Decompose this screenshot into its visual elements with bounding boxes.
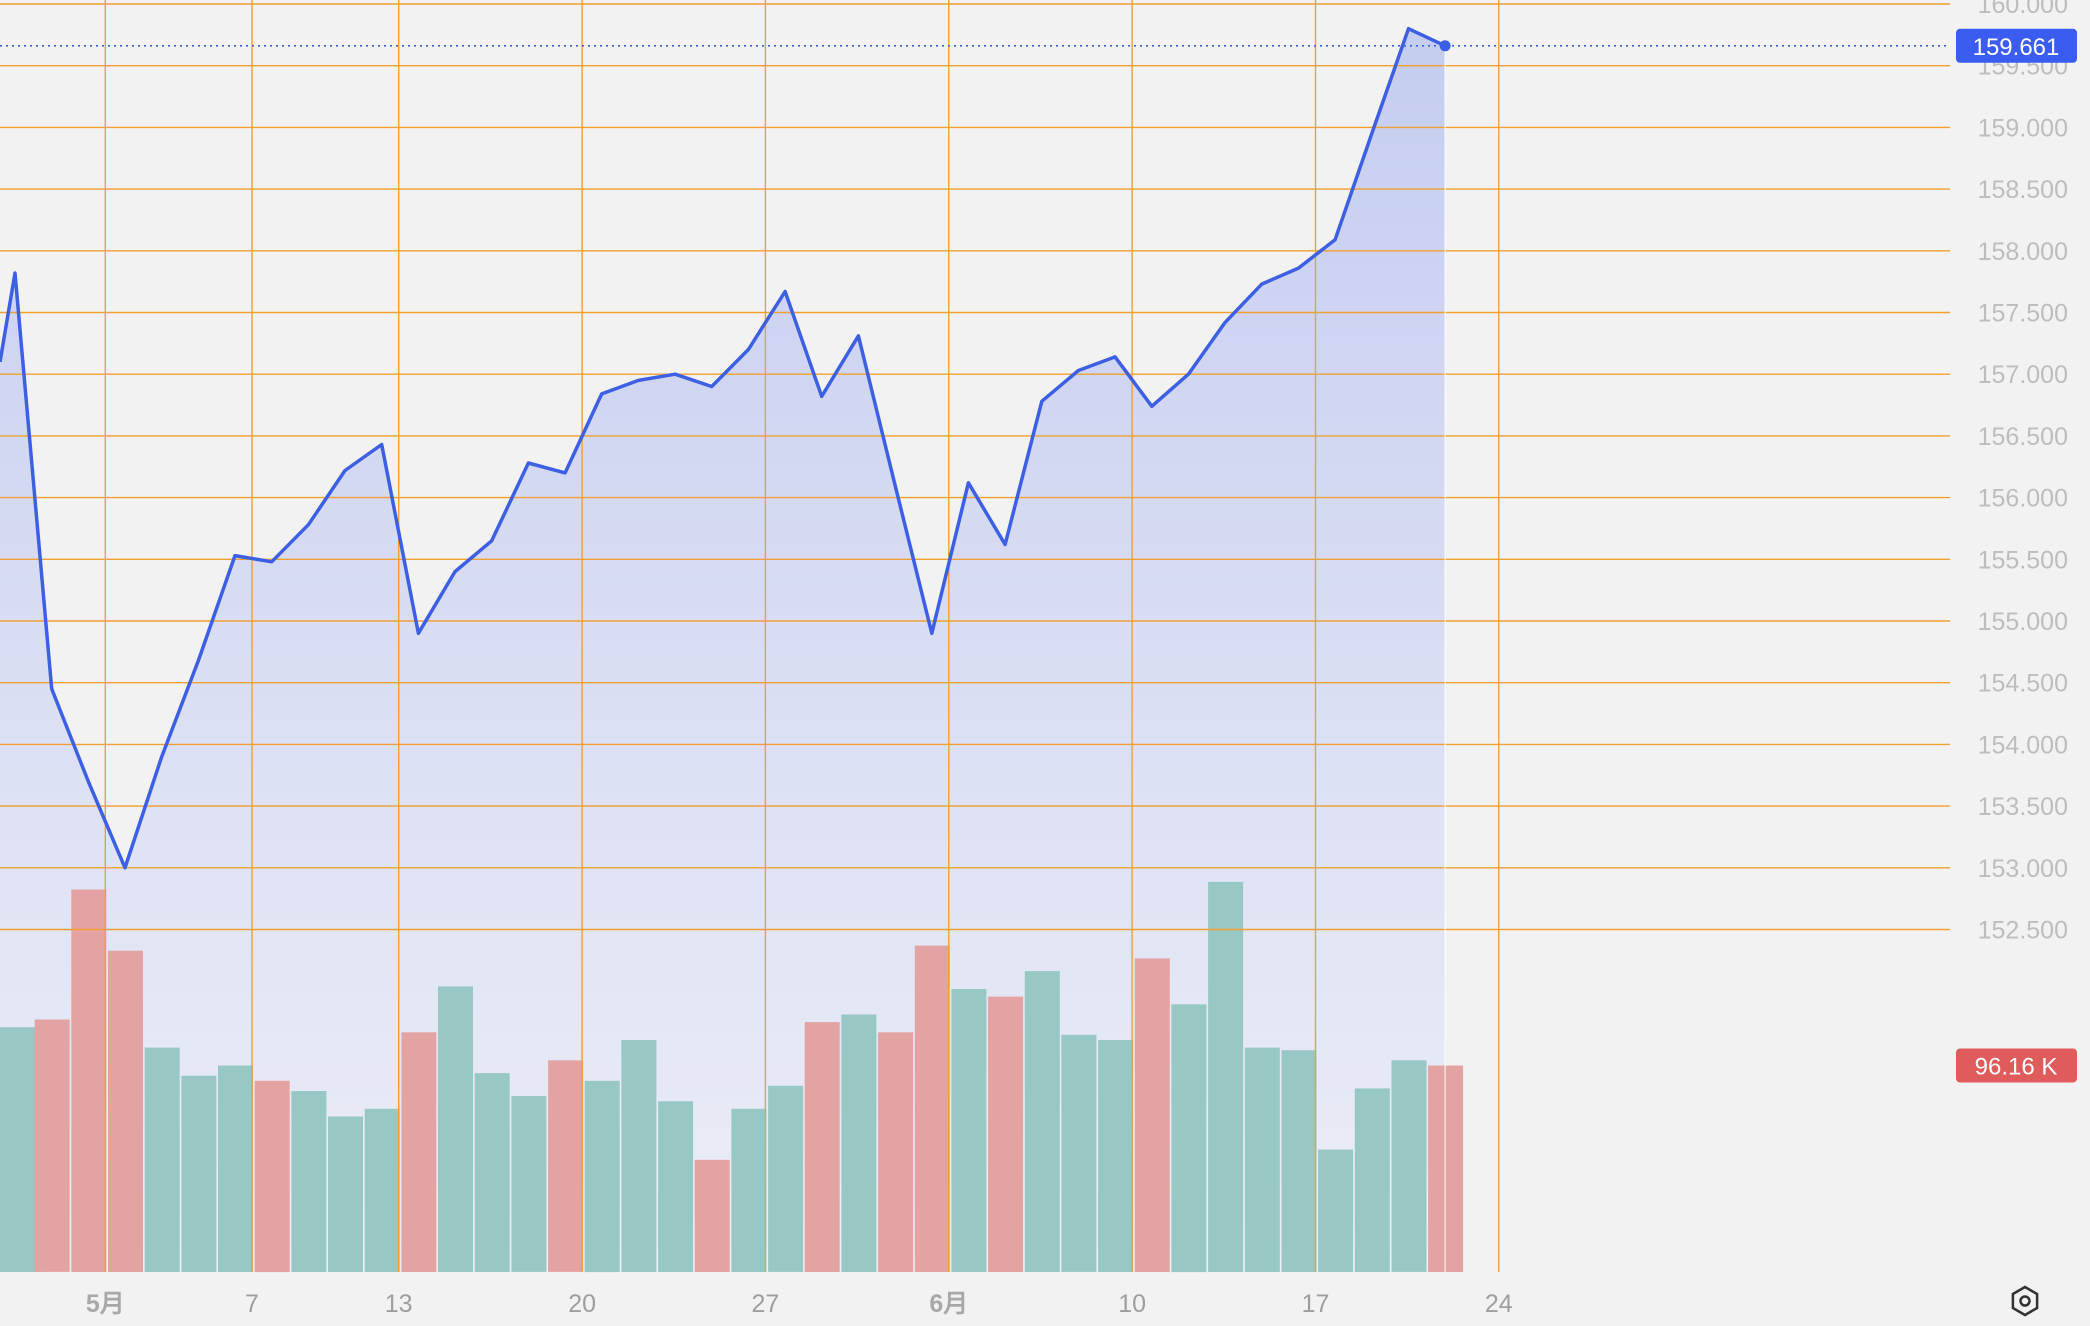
volume-bar: [1281, 1050, 1317, 1272]
volume-bar: [914, 945, 950, 1272]
y-tick-label: 155.500: [1978, 546, 2068, 574]
volume-bar: [438, 986, 473, 1272]
x-tick-label: 6月: [929, 1290, 968, 1318]
y-tick-label: 154.500: [1978, 670, 2068, 698]
area-layer: [0, 28, 1446, 1273]
y-tick-label: 158.500: [1978, 176, 2068, 204]
line-layer: [0, 26, 1950, 1272]
y-axis: 152.500 153.000 153.500 154.000 154.500 155.0…: [1978, 0, 2068, 945]
volume-bar: [218, 1065, 253, 1272]
volume-bar: [1354, 1088, 1390, 1272]
last-volume-label: 96.16 K: [1975, 1054, 2058, 1081]
x-tick-label: 5月: [86, 1290, 125, 1318]
y-tick-label: 156.000: [1978, 485, 2068, 513]
last-price-badge: 159.661: [1956, 28, 2077, 63]
x-axis: 5月 7 13 20 27 6月 10 17 24: [86, 1290, 1513, 1318]
volume-bar: [988, 996, 1024, 1272]
volume-bar: [768, 1085, 804, 1272]
volume-bar: [401, 1032, 437, 1272]
volume-bar: [1318, 1149, 1354, 1272]
y-tick-label: 157.000: [1978, 361, 2068, 389]
volume-bar: [34, 1019, 70, 1272]
chart-settings-icon[interactable]: [2011, 1285, 2039, 1317]
volume-bar: [1134, 958, 1170, 1272]
volume-bar: [951, 989, 987, 1272]
y-tick-label: 155.000: [1978, 608, 2068, 636]
volume-bar: [291, 1091, 327, 1272]
y-tick-label: 158.000: [1978, 238, 2068, 266]
x-tick-label: 13: [385, 1290, 413, 1318]
volume-bar: [328, 1116, 363, 1272]
volume-bar: [144, 1047, 180, 1272]
volume-bar: [511, 1096, 547, 1272]
volume-bar: [254, 1080, 290, 1273]
volume-bar: [731, 1108, 767, 1272]
volume-bar: [694, 1159, 730, 1272]
volume-bar: [364, 1108, 400, 1272]
volume-bar: [621, 1040, 657, 1272]
y-tick-label: 156.500: [1978, 423, 2068, 451]
y-tick-label: 152.500: [1978, 917, 2068, 945]
last-volume-badge: 96.16 K: [1956, 1048, 2077, 1083]
x-tick-label: 10: [1118, 1290, 1146, 1318]
volume-bar: [584, 1080, 620, 1273]
volume-bar: [804, 1022, 840, 1272]
grid-layer: [0, 0, 1950, 1272]
volume-bar: [108, 950, 143, 1272]
volume-layer: [0, 881, 1464, 1273]
volume-bar: [1024, 971, 1060, 1272]
volume-bar: [1208, 881, 1244, 1272]
last-price-marker: [1439, 40, 1451, 52]
price-line: [0, 26, 1446, 870]
volume-bar: [841, 1014, 877, 1272]
volume-bar: [71, 889, 107, 1272]
x-tick-label: 24: [1485, 1290, 1513, 1318]
x-tick-label: 7: [245, 1290, 259, 1318]
y-tick-label: 154.000: [1978, 731, 2068, 759]
volume-bar: [474, 1073, 510, 1272]
volume-bar: [1244, 1047, 1280, 1272]
volume-bar: [878, 1032, 914, 1272]
volume-bar: [181, 1075, 217, 1272]
x-tick-label: 27: [751, 1290, 779, 1318]
y-tick-label: 157.500: [1978, 300, 2068, 328]
volume-bar: [658, 1101, 694, 1272]
volume-bar: [1391, 1060, 1427, 1272]
volume-bar: [548, 1060, 584, 1272]
volume-bar: [1098, 1040, 1134, 1272]
volume-bar: [1061, 1034, 1097, 1272]
y-tick-label: 159.000: [1978, 114, 2068, 142]
y-tick-label: 153.500: [1978, 793, 2068, 821]
x-tick-label: 17: [1302, 1290, 1330, 1318]
x-tick-label: 20: [568, 1290, 596, 1318]
y-tick-label: 153.000: [1978, 855, 2068, 883]
price-area: [0, 28, 1446, 1273]
last-price-label: 159.661: [1973, 34, 2060, 61]
y-tick-label: 160.000: [1978, 0, 2068, 19]
volume-bar: [1171, 1004, 1207, 1273]
